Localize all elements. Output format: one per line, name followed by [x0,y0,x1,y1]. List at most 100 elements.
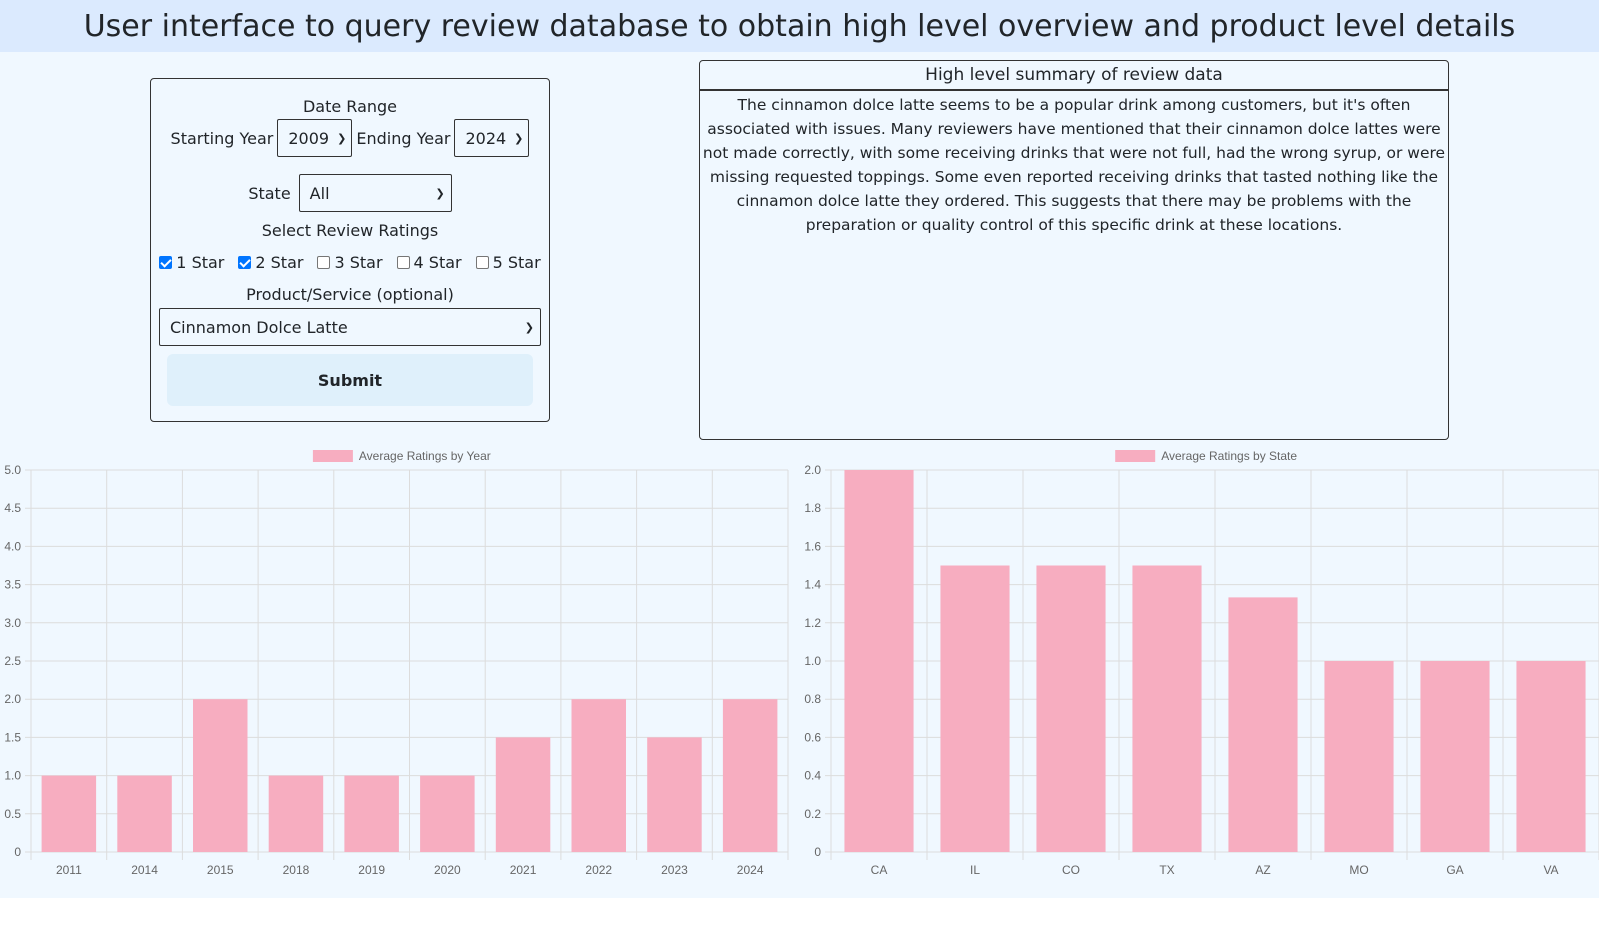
state-value: All [309,183,330,203]
page-header: User interface to query review database … [0,0,1599,52]
state-select[interactable]: All ❯ [298,174,452,212]
ending-year-value: 2024 [465,128,507,148]
year-chart-bar-2015[interactable] [192,699,248,852]
ratings-label: Select Review Ratings [261,221,439,240]
chevron-down-icon: ❯ [514,131,524,145]
rating-4-star-checkbox[interactable] [396,256,410,269]
year-chart-bar-2022[interactable] [571,699,627,852]
summary-title: High level summary of review data [700,61,1448,91]
product-select[interactable]: Cinnamon Dolce Latte ❯ [159,308,541,346]
starting-year-value: 2009 [288,128,330,148]
year-chart-bar-2024[interactable] [722,699,778,852]
state-chart-x-tick-label: GA [1446,863,1463,877]
year-chart-x-tick-label: 2011 [56,863,82,877]
state-chart-x-tick-label: TX [1159,863,1174,877]
rating-5-star[interactable]: 5 Star [475,253,541,272]
chevron-down-icon: ❯ [524,320,534,334]
year-chart-y-tick-label: 5.0 [4,463,21,477]
state-chart-bar-az[interactable] [1228,597,1298,852]
state-chart-y-tick-label: 1.8 [804,501,821,515]
product-label: Product/Service (optional) [246,285,454,304]
rating-2-star-label: 2 Star [255,253,304,272]
state-chart-x-tick-label: AZ [1255,863,1270,877]
ratings-by-state-chart: Average Ratings by State 0 0.2 0.4 0.6 0.8 1.0… [804,450,1599,877]
state-chart-y-tick-label: 0.6 [804,730,821,744]
year-chart-bar-2020[interactable] [420,775,475,852]
year-chart-y-tick-label: 0 [14,845,21,859]
date-range-label: Date Range [302,97,398,116]
state-chart-y-tick-label: 1.0 [804,654,821,668]
state-chart-bar-co[interactable] [1036,565,1106,853]
product-value: Cinnamon Dolce Latte [170,317,348,337]
rating-5-star-checkbox[interactable] [475,256,489,269]
rating-3-star-checkbox[interactable] [317,256,331,269]
year-chart-x-tick-label: 2019 [358,863,385,877]
year-chart-y-tick-label: 4.5 [4,501,21,515]
year-chart-x-tick-label: 2015 [207,863,234,877]
state-chart-bar-ga[interactable] [1420,661,1490,852]
year-chart-bar-2021[interactable] [495,737,551,852]
chevron-down-icon: ❯ [435,186,445,200]
year-chart-bar-2014[interactable] [117,775,172,852]
chevron-down-icon: ❯ [337,131,347,145]
state-chart-y-tick-label: 0.4 [804,769,821,783]
year-chart-bar-2018[interactable] [268,775,324,852]
state-chart-y-tick-label: 1.6 [804,539,821,553]
state-chart-y-tick-label: 1.2 [804,616,821,630]
year-chart-y-tick-label: 1.5 [4,730,21,744]
year-chart-legend-label: Average Ratings by Year [359,450,491,463]
year-chart-x-tick-label: 2022 [585,863,612,877]
state-chart-y-tick-label: 0.2 [804,807,821,821]
rating-2-star[interactable]: 2 Star [238,253,303,272]
submit-button[interactable]: Submit [167,354,533,406]
state-chart-bar-tx[interactable] [1132,565,1202,853]
state-chart-bar-mo[interactable] [1324,661,1394,852]
ending-year-select[interactable]: 2024 ❯ [454,119,530,157]
year-chart-x-tick-label: 2020 [434,863,461,877]
rating-5-star-label: 5 Star [492,253,541,272]
rating-2-star-checkbox[interactable] [238,256,252,269]
query-form: Date Range Starting Year 2009 ❯ Ending Y… [150,78,550,422]
state-chart-bar-ca[interactable] [844,470,914,852]
state-chart-x-tick-label: CO [1062,863,1080,877]
year-chart-y-tick-label: 3.5 [4,578,21,592]
year-chart-x-tick-label: 2023 [661,863,688,877]
summary-panel: High level summary of review data The ci… [699,60,1449,440]
year-chart-y-tick-label: 2.0 [4,692,21,706]
year-chart-bar-2023[interactable] [647,737,702,852]
year-chart-x-tick-label: 2024 [737,863,764,877]
starting-year-select[interactable]: 2009 ❯ [277,119,353,157]
year-chart-y-tick-label: 3.0 [4,616,21,630]
state-chart-legend-swatch[interactable] [1115,450,1156,462]
rating-4-star-label: 4 Star [413,253,462,272]
year-chart-x-tick-label: 2021 [510,863,537,877]
state-chart-y-tick-label: 2.0 [804,463,821,477]
rating-4-star[interactable]: 4 Star [396,253,462,272]
year-range-row: Starting Year 2009 ❯ Ending Year 2024 ❯ [151,119,549,157]
ending-year-label: Ending Year [356,128,451,148]
state-row: State All ❯ [151,174,549,212]
starting-year-label: Starting Year [170,128,274,148]
year-chart-y-tick-label: 4.0 [4,539,21,553]
state-chart-y-tick-label: 0 [814,845,821,859]
year-chart-y-tick-label: 0.5 [4,807,21,821]
rating-3-star[interactable]: 3 Star [317,253,383,272]
state-chart-bar-va[interactable] [1516,661,1586,852]
year-chart-legend-swatch[interactable] [312,450,353,462]
state-chart-bar-il[interactable] [940,565,1010,853]
rating-1-star-checkbox[interactable] [159,256,173,269]
rating-3-star-label: 3 Star [334,253,383,272]
summary-text: The cinnamon dolce latte seems to be a p… [702,96,1446,234]
state-chart-y-tick-label: 0.8 [804,692,821,706]
year-chart-y-tick-label: 1.0 [4,769,21,783]
rating-1-star-label: 1 Star [176,253,225,272]
state-chart-y-tick-label: 1.4 [804,578,821,592]
state-chart-x-tick-label: CA [871,863,888,877]
state-chart-x-tick-label: MO [1349,863,1368,877]
state-chart-legend-label: Average Ratings by State [1161,450,1297,463]
rating-1-star[interactable]: 1 Star [159,253,224,272]
year-chart-bar-2019[interactable] [344,775,399,852]
state-chart-x-tick-label: VA [1543,863,1558,877]
year-chart-bar-2011[interactable] [41,775,97,852]
page-title: User interface to query review database … [83,8,1516,44]
